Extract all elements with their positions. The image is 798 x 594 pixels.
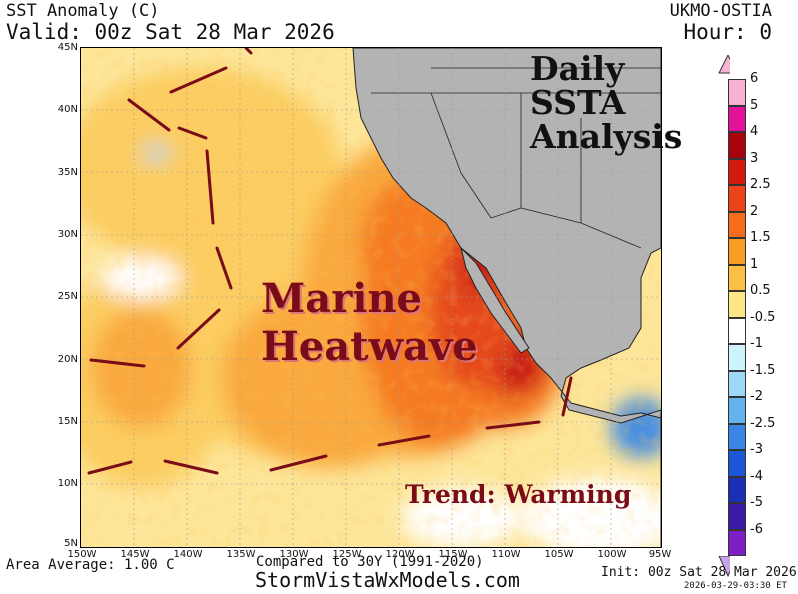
heatwave-boundary (87, 48, 573, 475)
site-name: StormVistaWxModels.com (255, 568, 520, 592)
color-legend: 6 5 4 3 2.5 2 1.5 1 0.5 -0.5 -1 -1.5 -2 -2.5 -3 -4 -5 -6 (700, 55, 790, 578)
map-title: SST Anomaly (C) (6, 1, 160, 21)
init-time: Init: 00z Sat 28 Mar 2026 (601, 565, 797, 580)
legend-swatch (728, 264, 746, 291)
lat-label: 40N (57, 104, 78, 115)
legend-swatch (728, 132, 746, 159)
lon-label: 95W (648, 549, 672, 560)
legend-label: 0.5 (750, 283, 771, 298)
legend-swatch (728, 158, 746, 185)
lon-label: 110W (491, 549, 521, 560)
lon-label: 125W (332, 549, 362, 560)
lat-label: 5N (64, 538, 78, 549)
lat-label: 25N (57, 291, 78, 302)
legend-label: 2.5 (750, 177, 771, 192)
overlay-line: SSTA (530, 83, 626, 122)
lon-label: 135W (226, 549, 256, 560)
lon-label: 140W (173, 549, 203, 560)
legend-label: 2 (750, 203, 759, 219)
legend-label: 5 (750, 97, 759, 113)
model-name: UKMO-OSTIA (669, 1, 772, 21)
state-borders (371, 67, 661, 249)
lon-label: 130W (279, 549, 309, 560)
lon-label: 120W (385, 549, 415, 560)
legend-label: -2 (750, 389, 763, 404)
lon-label: 145W (120, 549, 150, 560)
legend-bottom-arrow (718, 556, 730, 578)
map-canvas (81, 48, 661, 547)
lon-label: 150W (67, 549, 97, 560)
baja-peninsula (460, 246, 530, 354)
overlay-line: Daily (530, 49, 625, 88)
forecast-hour: Hour: 0 (683, 20, 772, 44)
legend-label: -0.5 (750, 309, 776, 325)
area-average: Area Average: 1.00 C (6, 557, 175, 573)
legend-label: -2.5 (750, 415, 776, 431)
lon-label: 115W (438, 549, 468, 560)
generation-stamp: 2026-03-29-03:30 ET (684, 581, 787, 591)
lat-label: 45N (57, 42, 78, 53)
climatology-note: Compared to 30Y (1991-2020) (256, 554, 484, 570)
graticule (81, 48, 661, 547)
legend-swatch (728, 291, 746, 318)
legend-label: 4 (750, 124, 759, 139)
lat-label: 10N (57, 478, 78, 489)
legend-swatch (728, 503, 746, 530)
legend-swatch (728, 238, 746, 265)
legend-swatch (728, 423, 746, 450)
trend-label: Trend: Warming (405, 480, 632, 509)
lat-label: 20N (57, 354, 78, 365)
legend-swatch (728, 79, 746, 106)
legend-swatch (728, 370, 746, 397)
legend-label: -6 (750, 521, 763, 537)
overlay-line: Marine (261, 275, 422, 322)
legend-arrows (718, 55, 730, 74)
lat-label: 35N (57, 167, 78, 178)
daily-ssta-overlay: Daily SSTA Analysis (530, 52, 682, 154)
legend-label: -3 (750, 442, 763, 457)
legend-label: -1.5 (750, 362, 776, 378)
legend-label: 1.5 (750, 230, 771, 245)
lat-label: 30N (57, 229, 78, 240)
lon-label: 100W (597, 549, 627, 560)
lat-label: 15N (57, 416, 78, 427)
lon-label: 105W (544, 549, 574, 560)
legend-swatch (728, 211, 746, 238)
sst-anomaly-map (80, 47, 662, 548)
legend-label: -4 (750, 468, 763, 484)
overlay-line: Heatwave (261, 323, 478, 370)
legend-swatch (728, 105, 746, 132)
legend-label: 3 (750, 150, 759, 166)
legend-swatch (728, 397, 746, 424)
legend-swatch (728, 185, 746, 212)
legend-swatch (728, 317, 746, 344)
legend-label: 6 (750, 71, 759, 86)
legend-swatch (728, 529, 746, 556)
legend-label: -1 (750, 336, 763, 351)
legend-swatch (728, 450, 746, 477)
overlay-line: Analysis (530, 117, 683, 156)
valid-time: Valid: 00z Sat 28 Mar 2026 (6, 20, 335, 44)
legend-swatch (728, 476, 746, 503)
land-mass (352, 48, 661, 547)
legend-label: 1 (750, 256, 759, 272)
legend-label: -5 (750, 495, 763, 510)
marine-heatwave-overlay: Marine Heatwave (261, 275, 478, 371)
legend-swatch (728, 344, 746, 371)
